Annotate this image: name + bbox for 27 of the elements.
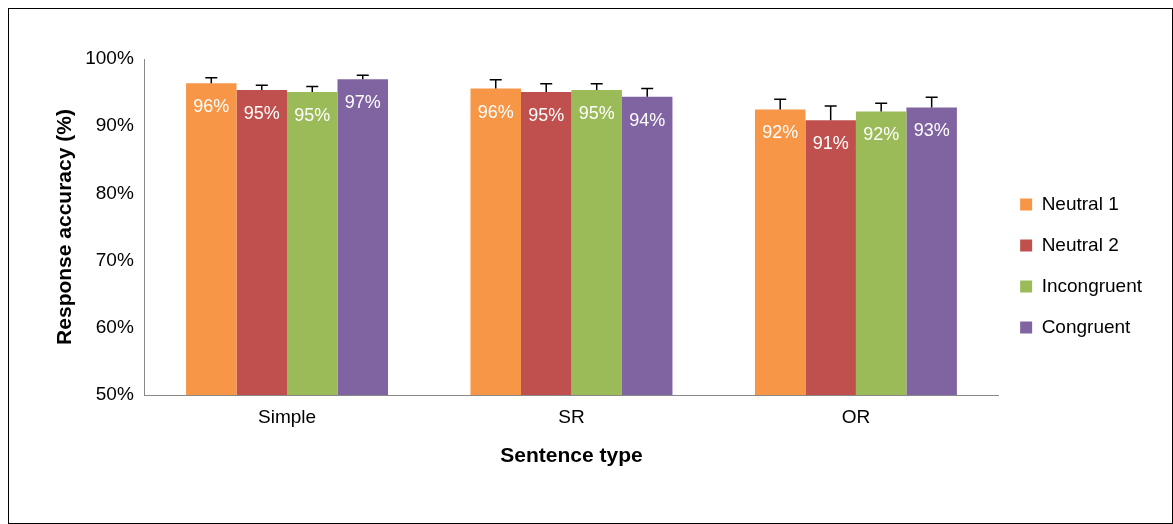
x-tick-label: Simple: [257, 405, 317, 427]
data-label: 94%: [629, 109, 666, 130]
data-label: 95%: [528, 104, 565, 125]
y-tick-label: 90%: [95, 114, 134, 136]
x-tick-label: OR: [841, 405, 871, 427]
data-label: 91%: [812, 133, 849, 154]
data-label: 92%: [762, 122, 799, 143]
legend-label: Neutral 1: [1041, 192, 1119, 214]
y-tick-label: 80%: [95, 181, 134, 203]
y-tick-label: 50%: [95, 383, 134, 405]
data-label: 96%: [477, 101, 514, 122]
y-tick-label: 100%: [85, 47, 134, 69]
data-label: 97%: [344, 92, 381, 113]
y-axis-title: Response accuracy (%): [52, 109, 76, 345]
data-label: 95%: [243, 102, 280, 123]
legend-label: Neutral 2: [1041, 233, 1119, 255]
legend-label: Incongruent: [1041, 274, 1143, 296]
y-tick-label: 70%: [95, 248, 134, 270]
data-label: 93%: [913, 120, 950, 141]
y-tick-label: 60%: [95, 316, 134, 338]
x-tick-label: SR: [558, 405, 585, 427]
data-label: 95%: [294, 104, 331, 125]
data-label: 96%: [193, 96, 230, 117]
data-label: 92%: [863, 124, 900, 145]
x-axis-title: Sentence type: [500, 443, 643, 467]
legend-label: Congruent: [1041, 315, 1132, 337]
data-label: 95%: [578, 102, 615, 123]
